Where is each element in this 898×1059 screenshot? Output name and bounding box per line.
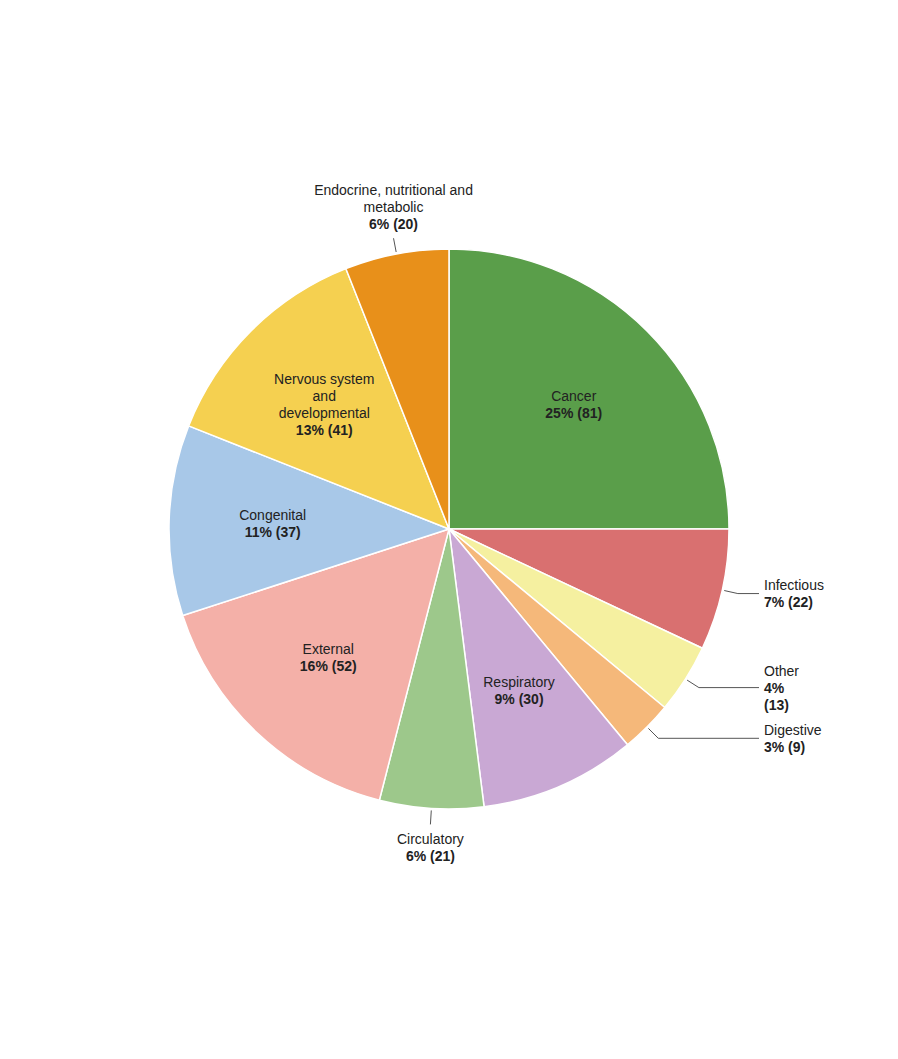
slice bbox=[346, 249, 449, 529]
labels: Cancer25% (81) Infectious7% (22) Other4%(1… bbox=[239, 182, 824, 864]
slice-label: Endocrine, nutritional andmetabolic bbox=[314, 182, 473, 215]
slice-label: Nervous systemanddevelopmental bbox=[274, 371, 374, 421]
value-label: 16% (52) bbox=[300, 658, 357, 674]
leader-line bbox=[648, 728, 759, 738]
value-label: 25% (81) bbox=[545, 405, 602, 421]
value-label: 6% (20) bbox=[369, 216, 418, 232]
slice-label: Congenital bbox=[239, 507, 306, 523]
slice-label: Circulatory bbox=[397, 831, 464, 847]
slice-label: External bbox=[303, 641, 354, 657]
value-label: 9% (30) bbox=[495, 691, 544, 707]
value-label: 7% (22) bbox=[764, 594, 813, 610]
value-label: 6% (21) bbox=[406, 848, 455, 864]
leader-lines bbox=[394, 238, 759, 824]
value-label: 13% (41) bbox=[296, 422, 353, 438]
value-label: 4%(13) bbox=[764, 680, 789, 713]
slice-label: Infectious bbox=[764, 577, 824, 593]
pie-chart: Cancer25% (81) Infectious7% (22) Other4%(1… bbox=[0, 0, 898, 1059]
value-label: 11% (37) bbox=[245, 524, 301, 540]
slice-label: Cancer bbox=[551, 388, 596, 404]
slice-label: Respiratory bbox=[483, 674, 555, 690]
leader-line bbox=[394, 238, 397, 252]
value-label: 3% (9) bbox=[764, 739, 805, 755]
slices bbox=[169, 249, 729, 809]
slice bbox=[449, 249, 729, 529]
slice-label: Digestive bbox=[764, 722, 822, 738]
chart-container: Cancer25% (81) Infectious7% (22) Other4%(1… bbox=[0, 0, 898, 1059]
slice-label: Other bbox=[764, 663, 799, 679]
leader-line bbox=[724, 591, 759, 594]
leader-line bbox=[430, 810, 432, 824]
leader-line bbox=[687, 680, 759, 688]
